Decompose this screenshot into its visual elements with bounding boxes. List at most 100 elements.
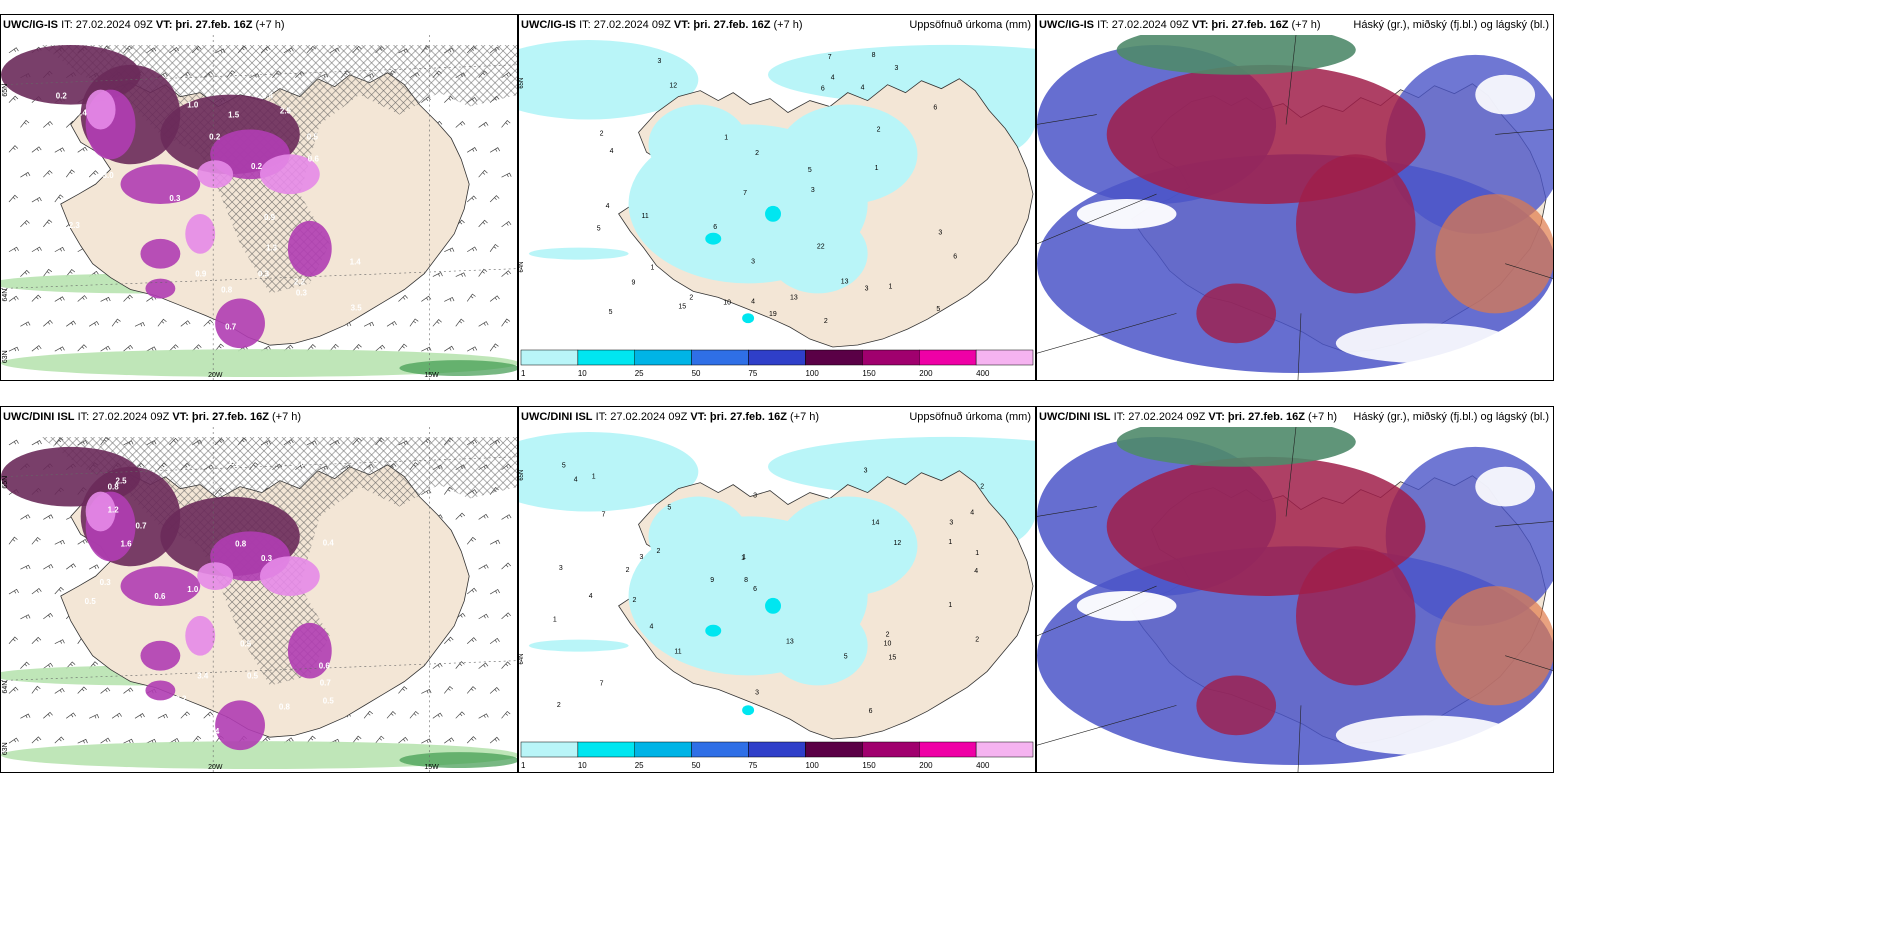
lat-label: 63N — [2, 742, 9, 755]
wind-barb — [444, 685, 454, 694]
wind-barb — [478, 713, 489, 719]
colorbar-label: 150 — [862, 369, 876, 378]
wind-barb — [43, 268, 53, 277]
wind-barb — [8, 47, 19, 54]
accum-value: 2 — [633, 597, 637, 604]
lat-label: 63N — [2, 350, 9, 363]
map-area[interactable] — [1037, 427, 1553, 772]
panel-header: UWC/IG-IS IT: 27.02.2024 09Z VT: þri. 27… — [519, 15, 1035, 35]
wind-barb — [489, 147, 501, 153]
wind-barb — [455, 272, 466, 277]
map-area[interactable]: 20W 15W 65N 64N 63N 0.5 0.3 0.4 0.2 0.5 1.2 0.7 0.6 0… — [1, 427, 517, 772]
valid-time: VT: þri. 27.feb. 16Z — [690, 411, 787, 423]
precip-value: 0.6 — [308, 154, 320, 163]
panel-header: UWC/DINI ISL IT: 27.02.2024 09Z VT: þri.… — [519, 407, 1035, 427]
wind-barb — [43, 170, 53, 178]
wind-barb — [111, 712, 122, 719]
precip-value: 0.3 — [258, 270, 270, 279]
precip-blob — [145, 680, 176, 701]
wind-barb — [501, 710, 511, 719]
map-canvas — [1037, 427, 1553, 772]
land-accum — [768, 605, 868, 686]
wind-barb — [31, 294, 42, 302]
precip-blob — [85, 491, 116, 532]
map-panel-dini-cloud: UWC/DINI ISL IT: 27.02.2024 09Z VT: þri.… — [1036, 406, 1554, 773]
map-area[interactable]: 65N 64N 2 3 2 4 6 3 10 9 5 6 7 11 13 15 12 22 19 13 7 5 4 6 3 2 1 8… — [519, 35, 1035, 348]
wind-barb — [8, 636, 18, 644]
wind-barb — [8, 737, 19, 744]
precip-value: 0.4 — [76, 109, 88, 118]
land-accum-heavy — [705, 232, 722, 245]
accum-value: 3 — [657, 58, 661, 65]
wind-barb — [43, 514, 54, 520]
precip-value: 3.0 — [103, 171, 115, 180]
accum-value: 6 — [933, 105, 937, 112]
accum-value: 2 — [656, 548, 660, 555]
map-area[interactable]: 20W 15W 65N 64N 63N 0.2 0.3 0.2 0.5 0.4 1.0 0.7 0.4 3… — [1, 35, 517, 380]
wind-barb — [65, 169, 75, 178]
accum-value: 8 — [872, 52, 876, 59]
precip-value: 0.2 — [251, 162, 263, 171]
map-area[interactable]: 65N 64N 1 2 3 4 5 3 7 11 6 8 4 12 13 15 10 14 5 6 9 7 3 2 1 4 5 2 1 3… — [519, 427, 1035, 740]
precip-value: 1.2 — [108, 506, 120, 515]
map-panel-dini-accum: UWC/DINI ISL IT: 27.02.2024 09Z VT: þri.… — [518, 406, 1036, 773]
wind-barb — [123, 294, 133, 302]
colorbar-label: 25 — [635, 761, 644, 770]
map-area[interactable] — [1037, 35, 1553, 380]
colorbar-label: 10 — [578, 761, 587, 770]
model-label: UWC/DINI ISL — [1039, 411, 1111, 423]
wind-barb — [31, 636, 42, 644]
precip-blob — [197, 160, 234, 189]
mid-cloud — [1196, 283, 1277, 344]
wind-barb — [306, 344, 316, 352]
valid-time: VT: þri. 27.feb. 16Z — [673, 19, 771, 31]
precip-value: 1.6 — [121, 539, 133, 548]
precip-value: 0.8 — [108, 483, 120, 492]
panel-right-title: Háský (gr.), miðský (fj.bl.) og lágský (… — [1353, 19, 1549, 31]
wind-barb — [20, 514, 31, 520]
wind-barb — [31, 536, 41, 545]
precip-blob — [120, 164, 201, 205]
init-time: IT: 27.02.2024 09Z — [77, 411, 170, 423]
land-accum-heavy — [742, 313, 755, 324]
accum-value: 3 — [949, 519, 953, 526]
precip-value: 0.2 — [209, 132, 221, 141]
wind-barb — [180, 320, 191, 327]
wind-barb — [398, 686, 408, 694]
precip-value: 0.5 — [247, 672, 259, 681]
colorbar-label: 50 — [692, 369, 701, 378]
accum-value: 6 — [821, 86, 825, 93]
wind-barb — [363, 321, 375, 327]
colorbar-label: 400 — [976, 761, 990, 770]
accum-value: 10 — [884, 641, 892, 648]
wind-barb — [88, 661, 99, 669]
accum-value: 1 — [650, 265, 654, 272]
wind-barb — [111, 318, 121, 327]
wind-barb — [478, 662, 489, 669]
accum-value: 5 — [562, 463, 566, 470]
valid-time: VT: þri. 27.feb. 16Z — [172, 411, 269, 423]
colorbar-label: 150 — [862, 761, 876, 770]
wind-barb — [352, 735, 362, 744]
accum-value: 1 — [889, 283, 893, 290]
precip-value: 0.7 — [56, 106, 68, 115]
precip-value: 2.5 — [280, 107, 292, 116]
map-canvas — [1037, 35, 1553, 380]
clear-gap — [1475, 74, 1536, 115]
clear-gap — [1335, 323, 1516, 364]
land-accum — [648, 104, 749, 185]
colorbar-label: 200 — [919, 369, 933, 378]
accum-value: 5 — [597, 226, 601, 233]
accum-value: 1 — [948, 539, 952, 546]
precip-value: 0.3 — [261, 554, 273, 563]
wind-barb — [31, 587, 42, 595]
accum-value: 6 — [753, 586, 757, 593]
precip-value: 0.3 — [169, 194, 181, 203]
colorbar-swatch — [748, 741, 806, 758]
precip-value: 1.0 — [187, 101, 199, 110]
wind-barb — [398, 294, 408, 302]
accum-value: 1 — [724, 134, 728, 141]
sea-precip-light — [1, 349, 517, 378]
accum-value: 4 — [649, 624, 653, 631]
accum-value: 12 — [669, 83, 677, 90]
